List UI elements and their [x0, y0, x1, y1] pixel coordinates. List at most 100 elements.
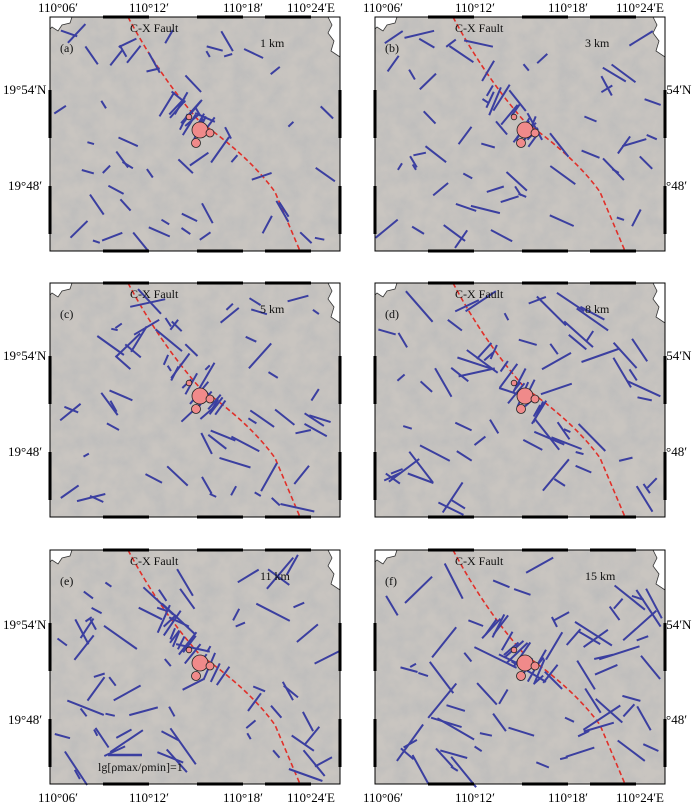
anisotropy-segment — [129, 298, 166, 308]
epicenter-circle — [530, 128, 540, 138]
anisotropy-segment — [445, 38, 457, 48]
anisotropy-segment — [525, 556, 554, 574]
anisotropy-segment — [631, 209, 642, 227]
anisotropy-segment — [109, 400, 118, 413]
coastline-right — [327, 282, 341, 324]
anisotropy-segment — [246, 732, 252, 740]
anisotropy-segment — [224, 126, 232, 140]
anisotropy-segment — [430, 716, 462, 729]
anisotropy-segment — [207, 394, 222, 410]
anisotropy-segment — [495, 120, 508, 136]
anisotropy-segment — [400, 747, 415, 760]
anisotropy-segment — [103, 624, 138, 650]
anisotropy-segment — [644, 98, 662, 106]
anisotropy-segment — [565, 746, 595, 758]
anisotropy-segment — [404, 29, 435, 39]
anisotropy-segment — [245, 719, 257, 729]
anisotropy-segment — [454, 421, 473, 432]
lon-tick: 110°18′ — [223, 790, 263, 805]
anisotropy-segment — [67, 23, 87, 44]
anisotropy-segment — [161, 730, 180, 742]
anisotropy-segment — [454, 299, 480, 313]
anisotropy-segment — [267, 371, 279, 379]
anisotropy-segment — [119, 198, 132, 212]
anisotropy-segment — [432, 182, 449, 197]
anisotropy-segment — [500, 195, 519, 204]
anisotropy-segment — [531, 400, 548, 425]
anisotropy-segment — [243, 48, 264, 59]
coastline-right — [327, 16, 341, 58]
lon-tick: 110°06′ — [38, 790, 78, 805]
anisotropy-segment — [418, 671, 429, 678]
anisotropy-segment — [158, 589, 168, 602]
anisotropy-segment — [463, 39, 494, 48]
anisotropy-segment — [584, 687, 602, 714]
anisotropy-segment — [169, 727, 197, 765]
anisotropy-segment — [508, 89, 527, 112]
anisotropy-segment — [252, 685, 266, 693]
anisotropy-segment — [448, 45, 474, 64]
anisotropy-segment — [171, 631, 181, 648]
anisotropy-segment — [91, 607, 103, 615]
anisotropy-segment — [54, 733, 71, 740]
anisotropy-segment — [553, 611, 570, 622]
anisotropy-segment — [411, 754, 430, 784]
anisotropy-segment — [600, 84, 613, 94]
anisotropy-segment — [458, 367, 496, 378]
anisotropy-segment — [293, 601, 305, 609]
anisotropy-segment — [507, 382, 526, 405]
anisotropy-segment — [310, 388, 320, 402]
anisotropy-segment — [463, 652, 473, 663]
anisotropy-segment — [137, 288, 162, 315]
anisotropy-segment — [481, 60, 495, 82]
epicenter-circle — [510, 379, 518, 387]
anisotropy-segment — [113, 684, 142, 702]
anisotropy-segment — [314, 236, 325, 241]
anisotropy-segment — [210, 136, 230, 164]
anisotropy-segment — [92, 239, 101, 244]
anisotropy-segment — [545, 631, 564, 661]
map-panel: (f) C-X Fault 15 km — [373, 548, 667, 788]
anisotropy-segment — [485, 91, 495, 109]
anisotropy-segment — [180, 227, 191, 235]
anisotropy-segment — [255, 602, 291, 622]
lat-tick: 19°48′ — [8, 712, 42, 727]
anisotropy-segment — [156, 604, 171, 634]
anisotropy-segment — [574, 621, 613, 647]
anisotropy-segment — [201, 202, 214, 224]
anisotropy-segment — [94, 727, 110, 749]
epicenter-circle — [510, 113, 518, 121]
lon-tick: 110°12′ — [129, 0, 169, 15]
anisotropy-segment — [563, 428, 571, 434]
anisotropy-segment — [177, 158, 194, 174]
anisotropy-segment — [197, 362, 216, 391]
anisotropy-segment — [184, 643, 202, 665]
anisotropy-segment — [115, 728, 132, 739]
depth-label: 8 km — [585, 302, 610, 316]
anisotropy-segment — [422, 110, 437, 125]
anisotropy-segment — [168, 706, 176, 717]
anisotropy-segment — [450, 367, 469, 383]
anisotropy-segment — [522, 63, 530, 72]
anisotropy-segment — [500, 631, 514, 651]
anisotropy-segment — [481, 98, 489, 104]
fault-name: C-X Fault — [130, 21, 179, 35]
anisotropy-segment — [270, 66, 281, 75]
anisotropy-segment — [489, 344, 498, 360]
anisotropy-segment — [413, 151, 427, 157]
anisotropy-segment — [533, 430, 565, 446]
anisotropy-segment — [419, 72, 437, 91]
anisotropy-segment — [505, 642, 529, 664]
anisotropy-segment — [441, 481, 464, 514]
anisotropy-segment — [73, 769, 81, 780]
anisotropy-segment — [59, 403, 82, 422]
anisotropy-segment — [490, 229, 513, 243]
anisotropy-segment — [491, 613, 506, 638]
anisotropy-segment — [579, 305, 605, 321]
lon-tick: 110°18′ — [548, 790, 588, 805]
epicenter-circle — [516, 654, 534, 672]
anisotropy-segment — [583, 628, 609, 648]
anisotropy-segment — [405, 290, 434, 323]
anisotropy-segment — [450, 756, 477, 788]
anisotropy-segment — [397, 332, 408, 348]
